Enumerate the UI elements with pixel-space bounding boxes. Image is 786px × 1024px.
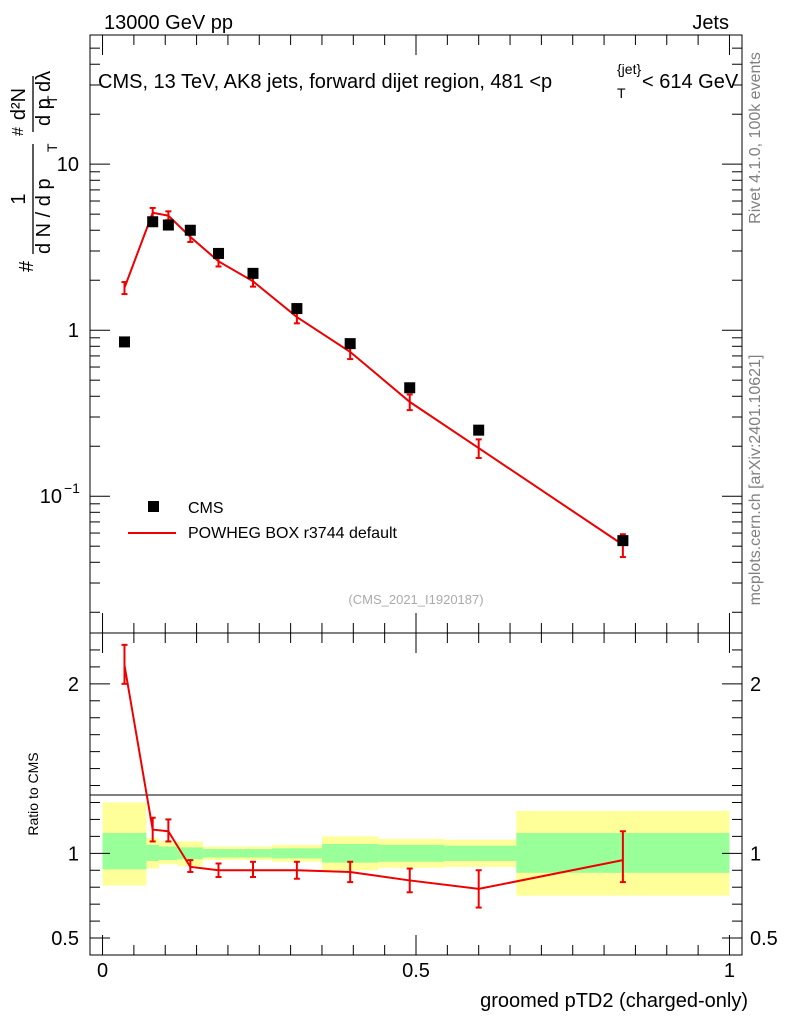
ratio-y-axis-label: Ratio to CMS bbox=[25, 752, 41, 835]
y-label-hash-2: # bbox=[10, 127, 27, 136]
cms-data-point bbox=[404, 382, 416, 394]
ratio-y-tick-label-right: 0.5 bbox=[750, 928, 778, 950]
ratio-band-stat bbox=[177, 847, 203, 860]
ratio-bands bbox=[102, 802, 730, 896]
ratio-band-stat bbox=[234, 849, 272, 858]
y-tick-label: 10 bbox=[40, 486, 62, 508]
y-tick-exponent: −1 bbox=[64, 480, 80, 496]
ratio-plot-frame bbox=[89, 632, 743, 956]
mc-series-line bbox=[123, 211, 624, 546]
main-plot: CMS, 13 TeV, AK8 jets, forward dijet reg… bbox=[40, 34, 743, 634]
header-left-label: 13000 GeV pp bbox=[104, 12, 233, 34]
ratio-y-tick-label-right: 1 bbox=[750, 843, 761, 865]
mcplots-label: mcplots.cern.ch [arXiv:2401.10621] bbox=[747, 355, 764, 606]
y-label-frac2-sub: T bbox=[44, 95, 60, 104]
ratio-band-stat bbox=[444, 845, 517, 861]
ratio-band-stat bbox=[321, 843, 379, 863]
plot-title-main: CMS, 13 TeV, AK8 jets, forward dijet reg… bbox=[98, 71, 552, 93]
x-tick-label: 1 bbox=[724, 960, 735, 982]
cms-data-point bbox=[213, 247, 225, 259]
x-tick-label: 0.5 bbox=[402, 960, 430, 982]
legend-cms-marker bbox=[148, 501, 159, 512]
y-label-lambda: dλ bbox=[33, 71, 55, 92]
ratio-band-stat bbox=[158, 846, 178, 861]
ratio-band-stat bbox=[378, 844, 445, 862]
analysis-watermark: (CMS_2021_I1920187) bbox=[348, 592, 483, 607]
plot-title-sup: {jet} bbox=[617, 61, 641, 77]
cms-data-point bbox=[291, 303, 303, 315]
ratio-y-tick-label-left: 2 bbox=[68, 674, 79, 696]
plot-title-sub: T bbox=[617, 85, 626, 101]
rivet-version-label: Rivet 4.1.0, 100k events bbox=[747, 52, 764, 224]
cms-data-point bbox=[617, 535, 629, 547]
ratio-y-tick-label-left: 0.5 bbox=[51, 928, 79, 950]
legend-powheg-label: POWHEG BOX r3744 default bbox=[188, 525, 398, 542]
legend: CMS POWHEG BOX r3744 default bbox=[128, 500, 398, 542]
cms-data-point bbox=[118, 336, 130, 348]
ratio-mc-line bbox=[123, 665, 624, 890]
cms-data-point bbox=[184, 224, 196, 236]
main-plot-frame bbox=[89, 34, 743, 634]
ratio-y-tick-label-right: 2 bbox=[750, 674, 761, 696]
x-tick-label: 0 bbox=[97, 960, 108, 982]
cms-data-point bbox=[473, 424, 485, 436]
y-tick-label: 1 bbox=[68, 320, 79, 342]
y-label-frac1-sub: T bbox=[44, 143, 60, 152]
cms-data-point bbox=[247, 267, 259, 279]
legend-cms-label: CMS bbox=[188, 500, 224, 517]
main-marks bbox=[118, 206, 629, 559]
ratio-band-stat bbox=[146, 844, 159, 861]
y-label-frac2-num: d²N bbox=[8, 88, 30, 120]
header-right-label: Jets bbox=[692, 12, 729, 34]
ratio-band-stat bbox=[202, 849, 235, 858]
y-tick-label: 10 bbox=[57, 154, 79, 176]
cms-data-point bbox=[147, 216, 159, 228]
ratio-ticks: 0.5 0.5 1 1 2 2 bbox=[51, 632, 778, 956]
y-axis-label: # 1 d N / d p T # d²N d p T dλ bbox=[8, 71, 60, 272]
cms-data-point bbox=[162, 219, 174, 231]
y-label-frac1-den: d N / d p bbox=[33, 178, 55, 254]
plot-title: CMS, 13 TeV, AK8 jets, forward dijet reg… bbox=[98, 61, 739, 101]
ratio-y-tick-label-left: 1 bbox=[68, 843, 79, 865]
ratio-plot: 0.5 0.5 1 1 2 2 Ratio to CMS bbox=[25, 632, 778, 956]
ratio-band-stat bbox=[271, 848, 322, 859]
y-label-one: 1 bbox=[8, 193, 30, 204]
plot-title-end: < 614 GeV bbox=[642, 71, 739, 93]
ratio-marks bbox=[121, 643, 626, 909]
x-axis-label: groomed pTD2 (charged-only) bbox=[480, 990, 748, 1012]
y-label-frac2-den: d p bbox=[33, 98, 55, 126]
y-label-hash-1: # bbox=[16, 260, 38, 272]
x-tick-labels: 0 0.5 1 bbox=[97, 960, 735, 982]
cms-data-point bbox=[344, 338, 356, 350]
ratio-band-stat bbox=[102, 832, 147, 870]
